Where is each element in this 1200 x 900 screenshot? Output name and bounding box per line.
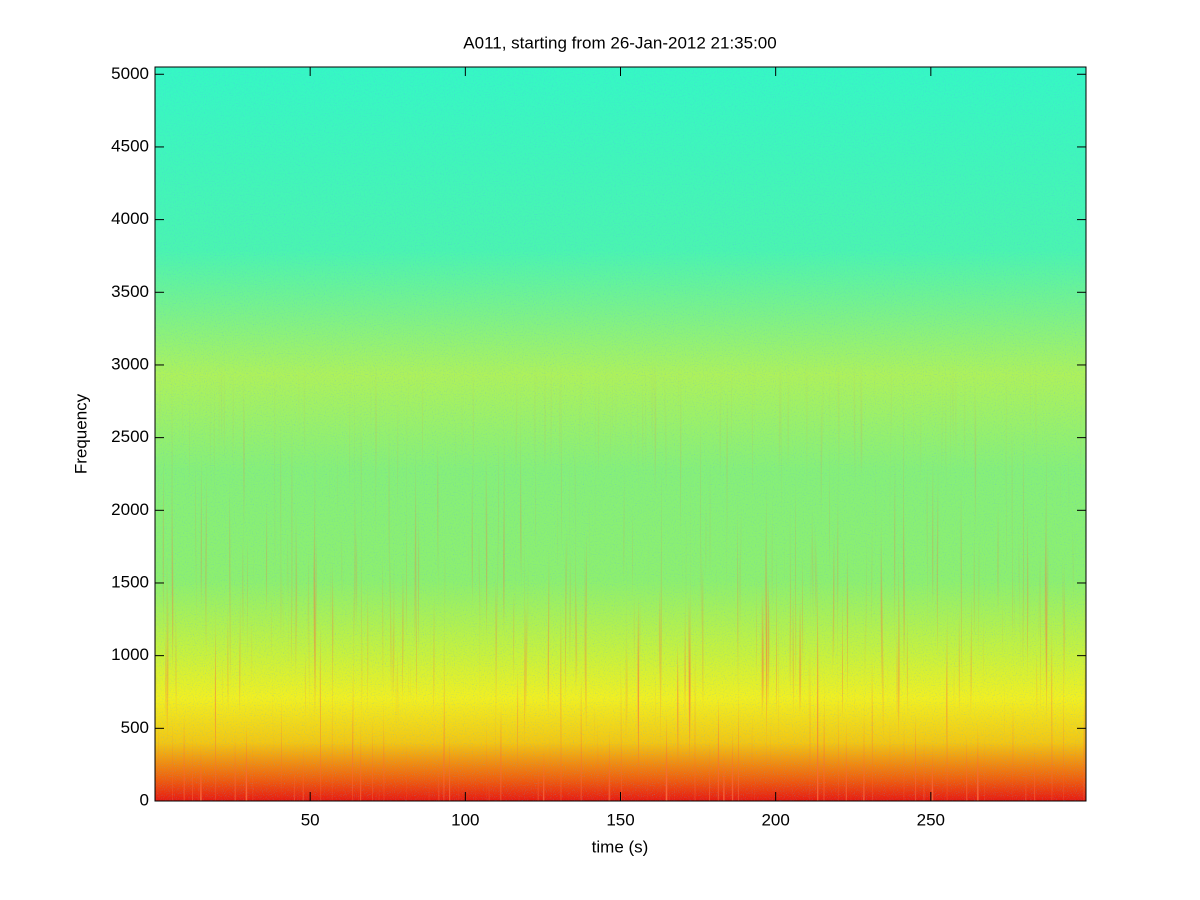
chart-title: A011, starting from 26-Jan-2012 21:35:00 <box>463 33 776 52</box>
y-tick-label: 0 <box>140 790 149 809</box>
x-tick-label: 150 <box>606 810 634 829</box>
y-tick-label: 1000 <box>111 645 149 664</box>
y-tick-label: 3000 <box>111 354 149 373</box>
y-tick-label: 4000 <box>111 209 149 228</box>
y-tick-label: 3500 <box>111 282 149 301</box>
y-tick-label: 5000 <box>111 64 149 83</box>
x-tick-label: 100 <box>451 810 479 829</box>
y-tick-label: 4500 <box>111 136 149 155</box>
x-tick-label: 200 <box>761 810 789 829</box>
spectrogram-image <box>155 67 1086 801</box>
x-tick-label: 50 <box>301 810 320 829</box>
y-tick-label: 2500 <box>111 427 149 446</box>
y-axis-label: Frequency <box>71 393 90 474</box>
y-tick-label: 2000 <box>111 500 149 519</box>
y-tick-label: 500 <box>121 718 149 737</box>
y-tick-label: 1500 <box>111 572 149 591</box>
x-axis-label: time (s) <box>592 837 649 856</box>
x-tick-label: 250 <box>917 810 945 829</box>
